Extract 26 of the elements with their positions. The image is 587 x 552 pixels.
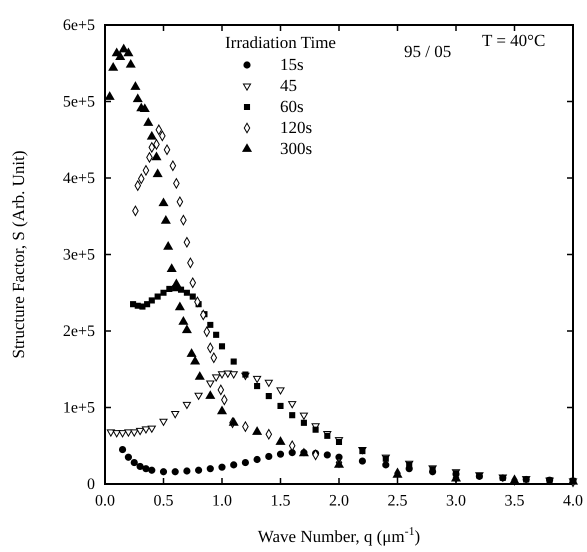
- x-tick-label: 3.0: [446, 492, 466, 510]
- x-tick-label: 1.5: [270, 492, 290, 510]
- x-tick-label: 4.0: [563, 492, 583, 510]
- x-tick-label: 1.0: [212, 492, 232, 510]
- x-tick-label: 0.5: [154, 492, 174, 510]
- x-tick-label: 2.5: [388, 492, 408, 510]
- y-tick-label: 5e+5: [62, 94, 95, 111]
- y-tick-label: 4e+5: [62, 170, 95, 188]
- legend-label: 15s: [280, 55, 304, 74]
- y-tick-label: 3e+5: [62, 246, 95, 264]
- y-axis-title: Structure Factor, S (Arb. Unit): [9, 150, 28, 359]
- y-tick-label: 2e+5: [62, 323, 95, 340]
- y-tick-label: 0: [87, 476, 95, 494]
- legend-label: 120s: [280, 118, 312, 137]
- annotation: T = 40°C: [482, 31, 546, 50]
- legend-title: Irradiation Time: [225, 33, 336, 52]
- x-tick-label: 2.0: [329, 492, 349, 510]
- annotation: 95 / 05: [404, 42, 452, 61]
- x-tick-label: 0.0: [95, 492, 115, 510]
- legend-label: 300s: [280, 139, 312, 158]
- x-axis-title: Wave Number, q (μm$^{-1}$): [258, 524, 420, 546]
- y-tick-label: 6e+5: [62, 17, 95, 34]
- y-tick-label: 1e+5: [62, 400, 95, 417]
- x-tick-label: 3.5: [504, 492, 524, 510]
- legend-label: 45: [280, 76, 297, 95]
- legend-label: 60s: [280, 97, 304, 116]
